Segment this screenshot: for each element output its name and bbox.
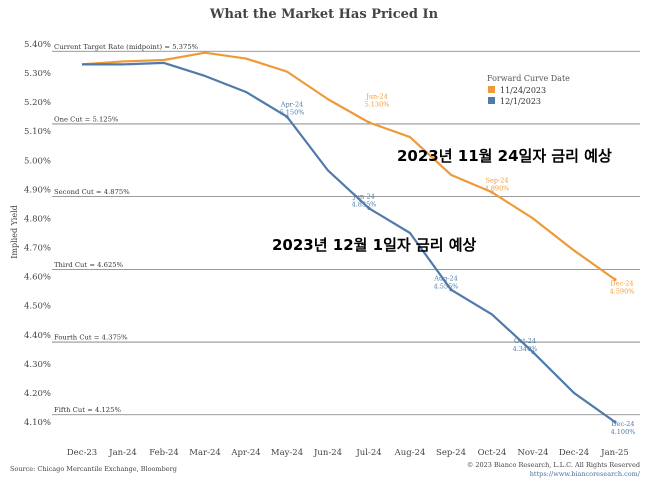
series-line-1 bbox=[81, 51, 616, 281]
y-tick-label: 5.40% bbox=[24, 40, 51, 50]
reference-label-0: Current Target Rate (midpoint) = 5.375% bbox=[54, 43, 199, 51]
y-tick-label: 5.30% bbox=[24, 69, 51, 79]
x-tick-label: Mar-24 bbox=[189, 448, 221, 458]
y-tick-label: 5.00% bbox=[24, 156, 51, 166]
reference-label-4: Fourth Cut = 4.375% bbox=[54, 334, 128, 342]
series-lines bbox=[81, 51, 616, 423]
y-tick-label: 4.10% bbox=[24, 418, 51, 428]
x-tick-label: Jan-24 bbox=[108, 448, 137, 458]
y-tick-label: 4.20% bbox=[24, 389, 51, 399]
data-label-5: Jun-24 4.835% bbox=[352, 192, 377, 208]
website-link[interactable]: https://www.biancoresearch.com/ bbox=[530, 470, 641, 478]
data-label-value: 4.555% bbox=[434, 283, 459, 291]
reference-label-1: One Cut = 5.125% bbox=[54, 115, 119, 123]
data-labels: Jun-24 5.130%Sep-24 4.890%Dec-24 4.590%Apr-… bbox=[280, 93, 636, 436]
y-tick-label: 4.90% bbox=[24, 185, 51, 195]
legend-title: Forward Curve Date bbox=[487, 74, 570, 83]
data-point-marker bbox=[285, 115, 289, 119]
data-label-value: 4.590% bbox=[610, 288, 635, 296]
copyright-note: © 2023 Bianco Research, L.L.C. All Right… bbox=[467, 461, 640, 469]
chart-title: What the Market Has Priced In bbox=[209, 7, 439, 22]
data-label-month: Dec-24 bbox=[611, 420, 634, 428]
y-axis-label: Implied Yield bbox=[10, 205, 19, 259]
annotation-dec-1: 2023년 12월 1일자 금리 예상 bbox=[272, 236, 477, 254]
y-tick-label: 4.70% bbox=[24, 244, 51, 254]
reference-label-5: Fifth Cut = 4.125% bbox=[54, 406, 121, 414]
data-label-value: 4.100% bbox=[611, 428, 636, 436]
y-axis-ticks: 5.40% 5.30% 5.20% 5.10% 5.00% 4.90% 4.80% 4.70%… bbox=[24, 40, 51, 428]
x-tick-label: May-24 bbox=[271, 448, 303, 458]
data-label-1: Jun-24 5.130% bbox=[365, 93, 390, 109]
data-label-7: Oct-24 4.340% bbox=[513, 337, 538, 353]
x-tick-label: Sep-24 bbox=[436, 448, 466, 458]
legend-swatch-series-1 bbox=[488, 86, 495, 93]
y-tick-label: 4.80% bbox=[24, 214, 51, 224]
y-tick-label: 4.30% bbox=[24, 360, 51, 370]
data-point-marker bbox=[449, 288, 453, 292]
series-line-2 bbox=[82, 61, 616, 423]
x-tick-label: Feb-24 bbox=[149, 448, 179, 458]
data-label-6: Aug-24 4.555% bbox=[433, 275, 458, 291]
data-label-month: Jun-24 bbox=[365, 93, 387, 101]
data-label-month: Jun-24 bbox=[352, 192, 374, 200]
x-tick-label: Jan-25 bbox=[600, 448, 629, 458]
y-tick-label: 4.60% bbox=[24, 273, 51, 283]
legend-label-series-1: 11/24/2023 bbox=[500, 86, 546, 95]
data-label-value: 5.150% bbox=[280, 109, 305, 117]
x-tick-label: Aug-24 bbox=[394, 448, 426, 458]
data-point-marker bbox=[613, 420, 617, 424]
data-label-value: 4.835% bbox=[352, 200, 377, 208]
data-label-2: Sep-24 4.890% bbox=[485, 176, 510, 192]
data-point-marker bbox=[490, 190, 494, 194]
data-label-month: Sep-24 bbox=[486, 176, 509, 184]
reference-lines: Current Target Rate (midpoint) = 5.375% O… bbox=[52, 43, 640, 416]
source-note: Source: Chicago Mercantile Exchange, Blo… bbox=[10, 465, 177, 473]
data-label-value: 5.130% bbox=[365, 101, 390, 109]
data-label-month: Apr-24 bbox=[280, 101, 303, 109]
data-point-marker bbox=[367, 206, 371, 210]
x-tick-label: Jun-24 bbox=[313, 448, 342, 458]
y-tick-label: 4.50% bbox=[24, 302, 51, 312]
x-axis-ticks: Dec-23 Jan-24 Feb-24 Mar-24 Apr-24 May-24 Jun-… bbox=[67, 448, 629, 458]
data-label-month: Dec-24 bbox=[610, 280, 633, 288]
legend-label-series-2: 12/1/2023 bbox=[500, 97, 541, 106]
data-label-month: Aug-24 bbox=[433, 275, 458, 283]
y-tick-label: 4.40% bbox=[24, 331, 51, 341]
data-label-3: Dec-24 4.590% bbox=[610, 280, 635, 296]
data-label-4: Apr-24 5.150% bbox=[280, 101, 305, 117]
data-point-marker bbox=[367, 120, 371, 125]
y-tick-label: 5.20% bbox=[24, 98, 51, 108]
x-tick-label: Apr-24 bbox=[230, 448, 260, 458]
reference-label-3: Third Cut = 4.625% bbox=[54, 261, 124, 269]
x-tick-label: Dec-24 bbox=[559, 448, 589, 458]
x-tick-label: Dec-23 bbox=[67, 448, 97, 458]
data-label-8: Dec-24 4.100% bbox=[611, 420, 636, 436]
x-tick-label: Oct-24 bbox=[478, 448, 507, 458]
x-tick-label: Nov-24 bbox=[517, 448, 548, 458]
legend-swatch-series-2 bbox=[488, 97, 495, 104]
data-point-marker bbox=[613, 277, 617, 282]
data-label-month: Oct-24 bbox=[514, 337, 536, 345]
x-tick-label: Jul-24 bbox=[355, 448, 381, 458]
data-label-value: 4.340% bbox=[513, 345, 538, 353]
annotation-nov-24: 2023년 11월 24일자 금리 예상 bbox=[397, 147, 612, 165]
data-point-marker bbox=[531, 350, 535, 354]
legend: Forward Curve Date 11/24/2023 12/1/2023 bbox=[487, 74, 570, 106]
y-tick-label: 5.10% bbox=[24, 127, 51, 137]
data-label-value: 4.890% bbox=[485, 184, 510, 192]
reference-label-2: Second Cut = 4.875% bbox=[54, 188, 130, 196]
